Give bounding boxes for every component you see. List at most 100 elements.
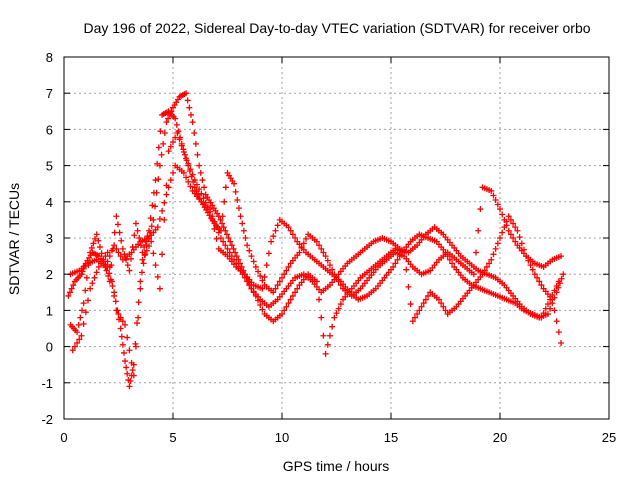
y-tick-label: 5 (46, 159, 53, 174)
data-point (259, 285, 266, 292)
data-point (185, 178, 192, 185)
data-point (131, 232, 138, 239)
data-point (316, 296, 323, 303)
data-point (213, 235, 220, 242)
data-point (324, 341, 331, 348)
data-point (112, 298, 119, 305)
data-point (228, 242, 235, 249)
data-point (197, 169, 204, 176)
data-point (499, 229, 506, 236)
data-point (217, 235, 224, 241)
data-point (394, 256, 401, 263)
data-point (137, 278, 144, 285)
data-point (418, 303, 425, 310)
data-point (230, 245, 237, 252)
data-point (270, 233, 277, 240)
y-tick-label: 7 (46, 86, 53, 101)
data-point (252, 263, 259, 270)
data-point (187, 111, 194, 118)
data-point (78, 332, 85, 339)
data-point (529, 266, 536, 273)
data-point (414, 311, 421, 318)
data-point (113, 307, 120, 314)
data-point (139, 256, 146, 263)
data-point (76, 336, 83, 343)
data-point (193, 181, 200, 188)
data-point (326, 262, 333, 269)
data-point (227, 238, 234, 245)
data-point (296, 249, 303, 256)
data-point (335, 305, 342, 312)
data-point (279, 274, 285, 281)
data-point (124, 334, 131, 341)
data-point (475, 227, 482, 234)
y-tick-label: 1 (46, 303, 53, 318)
data-point (100, 256, 107, 263)
data-point (83, 274, 90, 281)
data-point (551, 287, 558, 294)
data-point (246, 247, 253, 254)
data-point (446, 256, 453, 263)
data-point (167, 143, 174, 150)
data-point (111, 242, 118, 249)
data-point (152, 262, 159, 269)
data-point (155, 176, 162, 183)
data-point (403, 266, 410, 273)
data-point (122, 321, 129, 328)
data-point (270, 289, 277, 296)
data-point (527, 262, 534, 269)
data-point (285, 300, 292, 307)
data-point (178, 142, 185, 149)
data-point (191, 130, 198, 137)
data-point (150, 250, 157, 257)
data-point (544, 311, 551, 318)
data-point (180, 149, 187, 156)
data-point (82, 309, 89, 316)
data-point (154, 273, 161, 280)
data-point (248, 253, 255, 260)
x-tick-label: 15 (384, 430, 398, 445)
data-point (492, 245, 499, 252)
data-point (477, 206, 484, 213)
data-point (152, 177, 159, 184)
data-point (154, 224, 161, 231)
data-point (117, 253, 124, 260)
data-point (257, 301, 264, 308)
x-tick-label: 10 (275, 430, 289, 445)
data-point (141, 252, 148, 259)
data-point (470, 271, 477, 278)
data-point (165, 184, 172, 191)
y-tick-label: 3 (46, 231, 53, 246)
data-point (183, 90, 190, 97)
data-point (161, 216, 168, 223)
data-point (95, 263, 102, 270)
data-point (173, 121, 180, 128)
data-point (544, 301, 551, 308)
y-tick-label: 8 (46, 50, 53, 65)
data-point (560, 271, 567, 278)
data-point (538, 282, 545, 289)
data-point (196, 186, 203, 193)
data-point (143, 247, 150, 254)
y-tick-label: 4 (46, 195, 53, 210)
data-point (87, 249, 94, 256)
data-point (558, 275, 565, 282)
data-point (479, 271, 486, 278)
data-point (244, 242, 251, 249)
data-point (152, 203, 159, 210)
data-point (87, 285, 94, 292)
data-point (113, 213, 120, 220)
data-point (196, 162, 203, 169)
data-point (90, 240, 97, 247)
data-point (117, 325, 124, 332)
data-point (128, 359, 135, 366)
y-tick-label: 0 (46, 340, 53, 355)
data-point (536, 278, 543, 285)
data-point (160, 140, 167, 147)
data-point (105, 273, 112, 280)
data-point (531, 271, 538, 278)
data-point (494, 240, 501, 247)
data-point (225, 235, 232, 241)
data-point (81, 263, 88, 270)
data-point (549, 292, 556, 299)
